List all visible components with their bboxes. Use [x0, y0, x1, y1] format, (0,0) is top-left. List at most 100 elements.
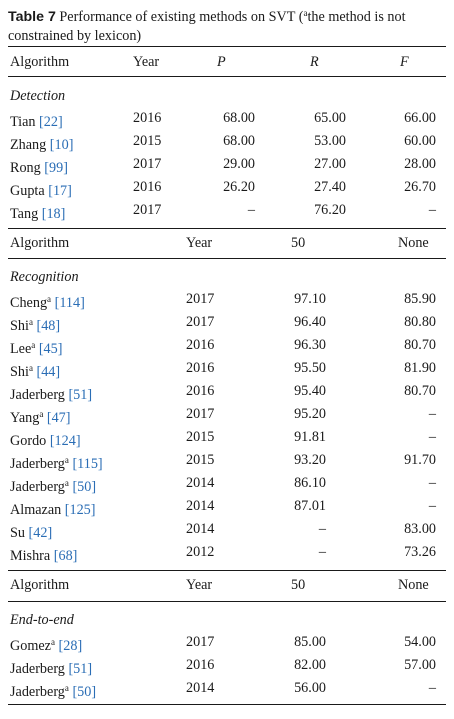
table-rule — [8, 258, 446, 259]
recognition-row-year: 2015 — [186, 452, 215, 468]
detection-row-r: 53.00 — [314, 133, 346, 149]
algorithm-name: Gomez — [10, 638, 51, 654]
header-p: P — [217, 54, 226, 70]
citation-link[interactable]: [18] — [41, 206, 66, 222]
recognition-row-none: – — [428, 475, 436, 491]
recognition-row-name: Shia [44] — [10, 359, 60, 381]
algorithm-name: Jaderberg — [10, 387, 65, 403]
citation-link[interactable]: [99] — [44, 160, 68, 176]
recognition-row-name: Yanga [47] — [10, 405, 71, 427]
recognition-row-year: 2012 — [186, 544, 215, 560]
table-rule — [8, 76, 446, 77]
header-year: Year — [186, 577, 213, 593]
algorithm-name: Cheng — [10, 295, 48, 311]
algorithm-name: Su — [10, 525, 25, 541]
endtoend-row-50: 85.00 — [294, 634, 326, 650]
header-none: None — [398, 235, 429, 251]
recognition-row-name: Jaderberg [51] — [10, 382, 92, 404]
detection-row-year: 2015 — [133, 133, 162, 149]
recognition-row-50: 95.40 — [294, 383, 326, 399]
table-caption: Table 7 Performance of existing methods … — [8, 4, 446, 46]
citation-link[interactable]: [50] — [68, 479, 97, 495]
recognition-row-50: 86.10 — [294, 475, 326, 491]
algorithm-name: Jaderberg — [10, 479, 65, 495]
recognition-row-none: 81.90 — [404, 360, 436, 376]
endtoend-row-name: Jaderberga [50] — [10, 679, 96, 701]
table-rule — [8, 704, 446, 706]
endtoend-row-name: Jaderberg [51] — [10, 656, 92, 678]
citation-link[interactable]: [114] — [51, 295, 85, 311]
recognition-row-none: – — [428, 406, 436, 422]
detection-row-name: Tang [18] — [10, 201, 65, 223]
recognition-row-year: 2017 — [186, 291, 215, 307]
recognition-row-50: 91.81 — [294, 429, 326, 445]
detection-row-name: Zhang [10] — [10, 132, 73, 154]
algorithm-name: Jaderberg — [10, 684, 65, 700]
citation-link[interactable]: [124] — [46, 433, 81, 449]
detection-row-p: 26.20 — [223, 179, 255, 195]
recognition-row-none: – — [428, 498, 436, 514]
citation-link[interactable]: [45] — [35, 341, 63, 357]
endtoend-row-none: 57.00 — [404, 657, 436, 673]
detection-row-year: 2017 — [133, 202, 162, 218]
citation-link[interactable]: [50] — [68, 684, 97, 700]
caption-text-before: Performance of existing methods on SVT ( — [59, 9, 304, 25]
table-rule — [8, 46, 446, 48]
endtoend-row-none: – — [428, 680, 436, 696]
header-50: 50 — [291, 577, 306, 593]
header-none: None — [398, 577, 429, 593]
recognition-row-none: 73.26 — [404, 544, 436, 560]
citation-link[interactable]: [51] — [64, 387, 93, 403]
recognition-row-50: 87.01 — [294, 498, 326, 514]
citation-link[interactable]: [68] — [50, 548, 78, 564]
detection-row-year: 2017 — [133, 156, 162, 172]
lexicon-free-marker: a — [64, 455, 69, 465]
algorithm-name: Tian — [10, 114, 40, 130]
detection-row-name: Gupta [17] — [10, 178, 72, 200]
recognition-row-50: 96.40 — [294, 314, 326, 330]
endtoend-row-50: 56.00 — [294, 680, 326, 696]
detection-row-name: Tian [22] — [10, 109, 63, 131]
table-rule — [8, 601, 446, 602]
citation-link[interactable]: [22] — [39, 114, 63, 130]
recognition-row-none: 80.80 — [404, 314, 436, 330]
recognition-row-year: 2014 — [186, 498, 215, 514]
detection-row-f: 28.00 — [404, 156, 436, 172]
citation-link[interactable]: [17] — [48, 183, 72, 199]
lexicon-free-marker: a — [39, 409, 44, 419]
detection-row-p: 68.00 — [223, 110, 255, 126]
citation-link[interactable]: [42] — [24, 525, 53, 541]
endtoend-row-none: 54.00 — [404, 634, 436, 650]
recognition-row-name: Chenga [114] — [10, 290, 85, 312]
detection-row-f: – — [428, 202, 436, 218]
citation-link[interactable]: [48] — [32, 318, 61, 334]
algorithm-name: Lee — [10, 341, 32, 357]
recognition-row-name: Gordo [124] — [10, 428, 81, 450]
citation-link[interactable]: [115] — [68, 456, 103, 472]
recognition-row-none: 80.70 — [404, 383, 436, 399]
header-f: F — [400, 54, 409, 70]
algorithm-name: Gupta — [10, 183, 49, 199]
citation-link[interactable]: [51] — [64, 661, 93, 677]
lexicon-free-marker: a — [64, 683, 69, 693]
recognition-row-none: 91.70 — [404, 452, 436, 468]
detection-row-name: Rong [99] — [10, 155, 68, 177]
recognition-row-year: 2014 — [186, 521, 215, 537]
citation-link[interactable]: [44] — [32, 364, 61, 380]
recognition-row-50: 97.10 — [294, 291, 326, 307]
algorithm-name: Jaderberg — [10, 661, 65, 677]
recognition-row-name: Almazan [125] — [10, 497, 96, 519]
citation-link[interactable]: [47] — [43, 410, 71, 426]
endtoend-row-year: 2014 — [186, 680, 215, 696]
algorithm-name: Shi — [10, 364, 29, 380]
algorithm-name: Zhang — [10, 137, 50, 153]
citation-link[interactable]: [125] — [61, 502, 96, 518]
endtoend-row-50: 82.00 — [294, 657, 326, 673]
lexicon-free-marker: a — [47, 294, 52, 304]
citation-link[interactable]: [28] — [54, 638, 83, 654]
detection-row-f: 26.70 — [404, 179, 436, 195]
citation-link[interactable]: [10] — [49, 137, 74, 153]
recognition-row-year: 2017 — [186, 406, 215, 422]
recognition-row-50: 95.20 — [294, 406, 326, 422]
algorithm-name: Jaderberg — [10, 456, 65, 472]
